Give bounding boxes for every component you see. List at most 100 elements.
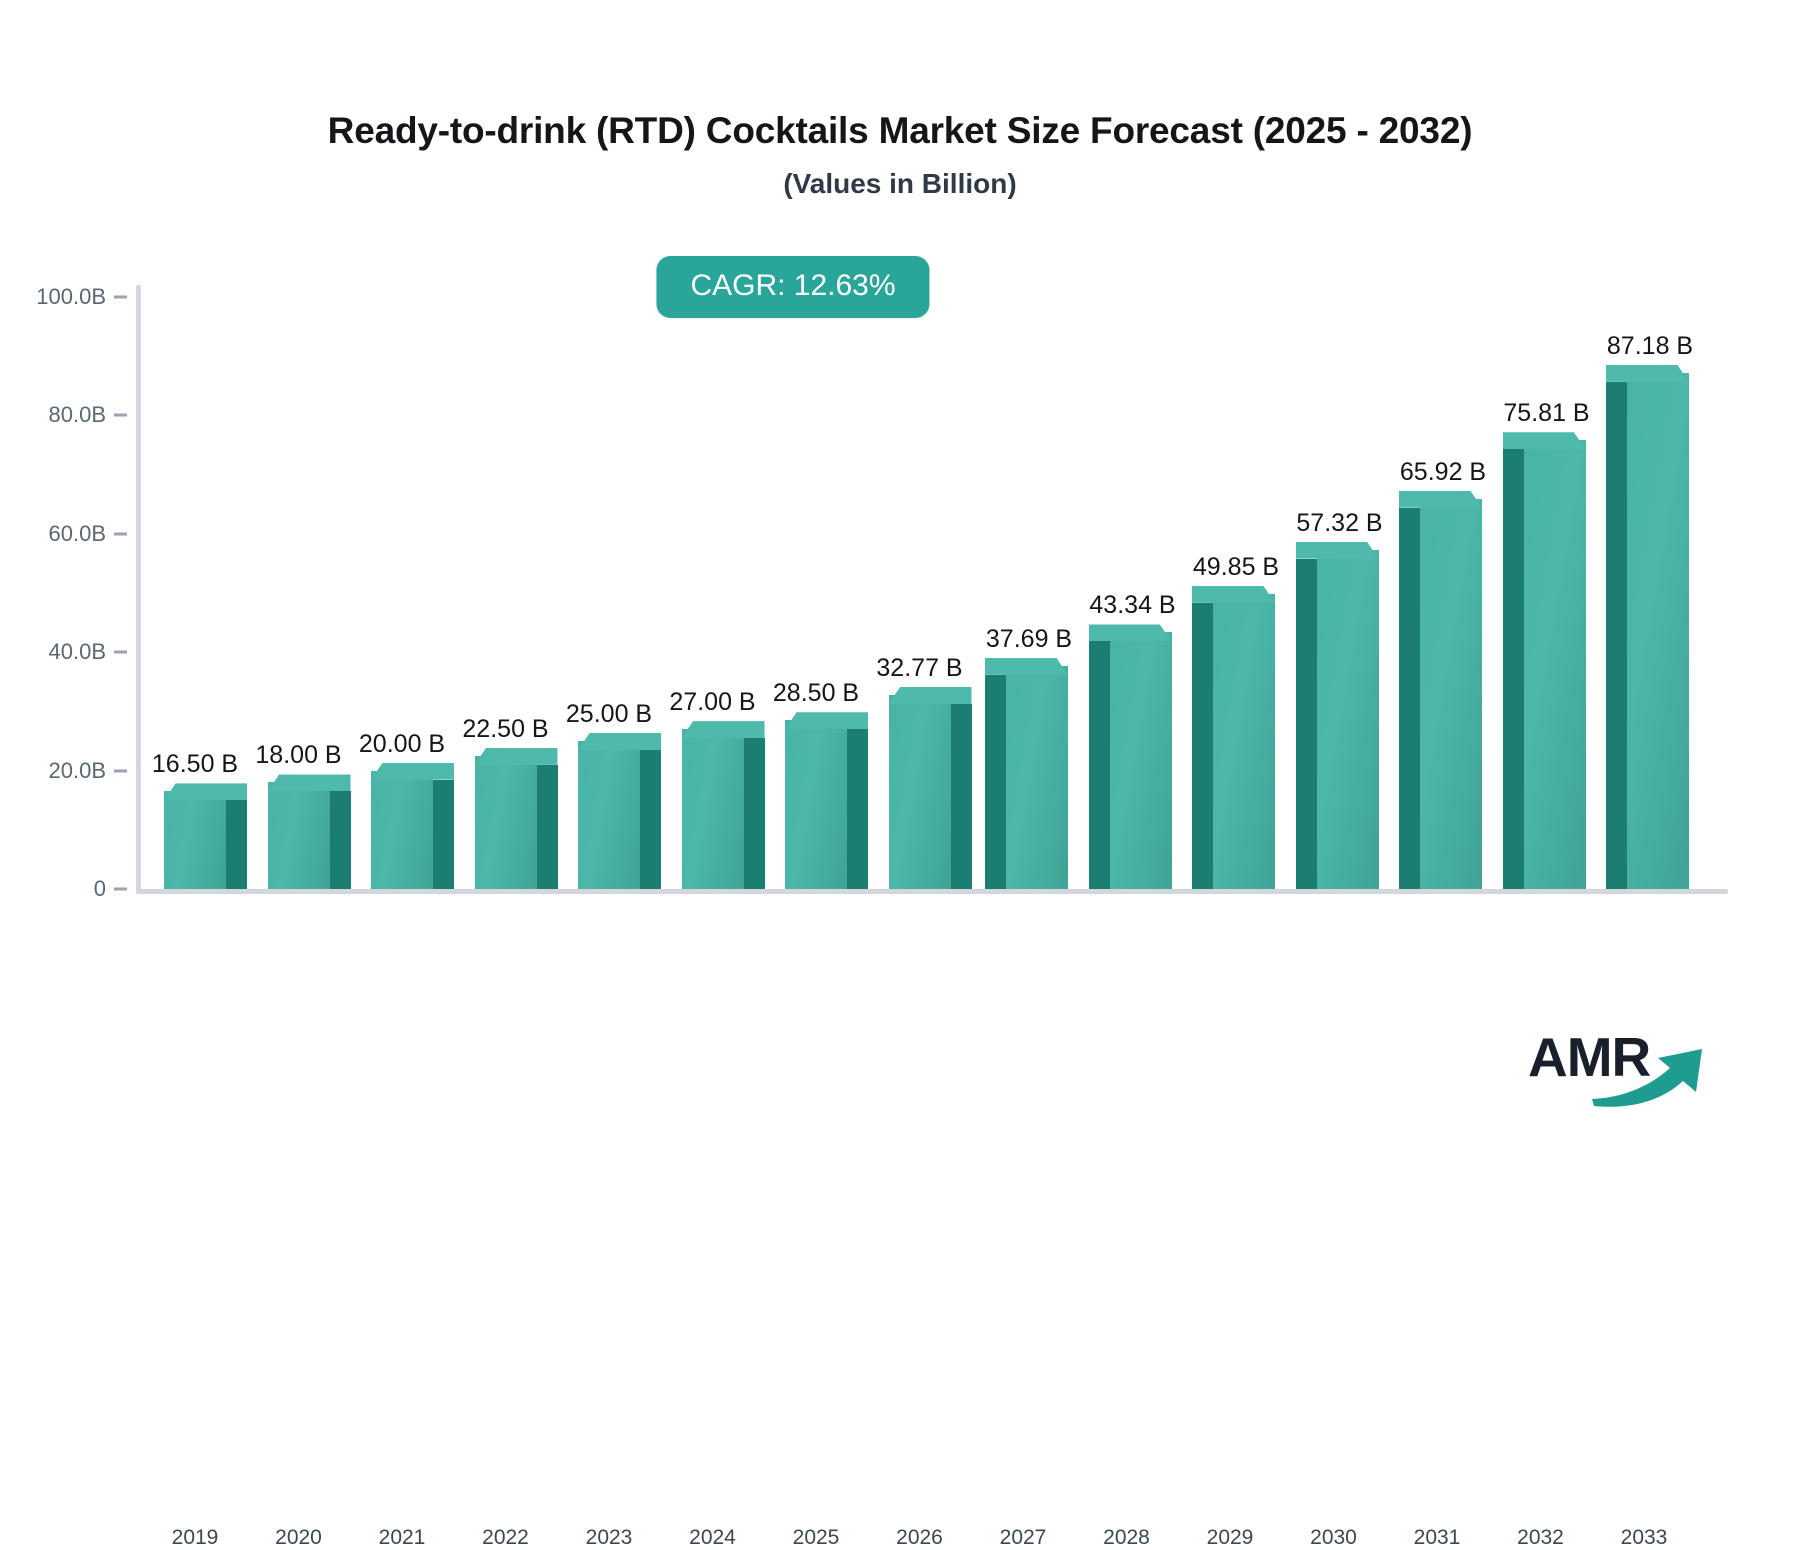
x-axis-category: 2025 — [785, 899, 847, 1549]
x-axis-category: 2026 — [889, 899, 951, 1549]
bar[interactable]: 32.77 B — [876, 654, 972, 889]
bar-top-face — [1295, 541, 1379, 559]
logo-text: AMR — [1528, 1026, 1651, 1088]
y-axis-tick-mark — [114, 650, 127, 654]
x-axis-category: 2032 — [1510, 899, 1572, 1549]
bar-side-face — [1606, 381, 1627, 889]
bar-front-face — [1420, 498, 1482, 889]
bar-top-face — [681, 721, 765, 739]
bar-side-face — [1399, 507, 1420, 889]
bar[interactable]: 27.00 B — [669, 688, 765, 889]
x-axis-tick-label: 2021 — [378, 1526, 426, 1549]
x-axis-category: 2027 — [992, 899, 1054, 1549]
bar[interactable]: 25.00 B — [566, 700, 661, 889]
bar[interactable]: 16.50 B — [152, 750, 247, 889]
x-axis-category: 2023 — [578, 899, 640, 1549]
bar[interactable]: 28.50 B — [773, 679, 868, 889]
bar[interactable]: 22.50 B — [462, 715, 558, 889]
bar-top-face — [1192, 585, 1275, 603]
page-title: Ready-to-drink (RTD) Cocktails Market Si… — [327, 110, 1473, 151]
y-axis-tick-label: 20.0B — [48, 757, 107, 783]
bar-side-face — [226, 800, 247, 889]
x-axis-tick-label: 2028 — [1103, 1526, 1150, 1549]
bar[interactable]: 43.34 B — [1088, 591, 1176, 889]
bar-top-face — [578, 733, 661, 750]
bar-value-label: 20.00 B — [358, 729, 446, 758]
y-axis-tick-mark — [114, 769, 127, 773]
bar-top-face — [888, 687, 972, 705]
x-axis-category: 2021 — [371, 899, 433, 1549]
x-axis-line — [136, 889, 1728, 894]
y-axis-line — [136, 285, 141, 893]
bar-value-label: 37.69 B — [985, 624, 1073, 653]
x-axis-tick-label: 2020 — [275, 1526, 322, 1549]
bar-side-face — [1088, 641, 1110, 889]
bar-top-face — [785, 712, 868, 730]
bar-value-label: 57.32 B — [1296, 508, 1383, 537]
x-axis-category: 2029 — [1199, 899, 1261, 1549]
bar-side-face — [847, 729, 868, 889]
x-axis-tick-label: 2019 — [171, 1526, 219, 1549]
bar-value-label: 43.34 B — [1089, 591, 1176, 620]
bar[interactable]: 49.85 B — [1192, 553, 1279, 889]
bar[interactable]: 65.92 B — [1399, 458, 1486, 889]
bar-front-face — [1523, 440, 1586, 889]
x-axis-tick-label: 2026 — [896, 1526, 943, 1549]
bar[interactable]: 57.32 B — [1295, 509, 1383, 889]
bar-front-face — [785, 720, 847, 889]
bar-front-face — [681, 729, 744, 889]
x-axis-category: 2024 — [682, 899, 744, 1549]
bar-top-face — [1606, 364, 1689, 382]
bar-front-face — [578, 741, 640, 889]
bar-front-face — [371, 770, 433, 889]
x-axis-category: 2030 — [1303, 899, 1365, 1549]
y-axis-tick-label: 80.0B — [48, 402, 107, 428]
plot-area: 0 20.0B 40.0B 60.0B 80.0B 100.0B 16.50 B 2019 1… — [36, 284, 1736, 1549]
bar-side-face — [1295, 558, 1317, 889]
bar-side-face — [1502, 449, 1524, 889]
bar[interactable]: 37.69 B — [985, 625, 1072, 889]
bar-side-face — [640, 750, 661, 889]
bar-side-face — [1192, 602, 1213, 889]
x-axis-tick-label: 2030 — [1310, 1526, 1357, 1549]
bar-value-label: 25.00 B — [565, 700, 653, 728]
bar-front-face — [1006, 665, 1068, 889]
x-axis-tick-label: 2032 — [1517, 1526, 1564, 1549]
bar-value-label: 16.50 B — [151, 750, 239, 779]
bar-top-face — [371, 762, 454, 780]
x-axis-category: 2033 — [1613, 899, 1675, 1549]
bar-value-label: 65.92 B — [1399, 457, 1487, 486]
bar-side-face — [950, 704, 972, 889]
bar-top-face — [1088, 624, 1172, 642]
bar-top-face — [1502, 432, 1586, 450]
bar[interactable]: 87.18 B — [1606, 332, 1693, 889]
x-axis-tick-label: 2029 — [1206, 1526, 1254, 1549]
x-axis-tick-label: 2024 — [689, 1526, 736, 1549]
bar-value-label: 75.81 B — [1503, 399, 1590, 428]
bar[interactable]: 18.00 B — [255, 741, 351, 889]
bar-top-face — [164, 783, 247, 801]
bar-side-face — [985, 674, 1006, 889]
growth-arrow-icon — [1592, 1049, 1702, 1107]
chart-canvas: Ready-to-drink (RTD) Cocktails Market Si… — [36, 110, 1736, 1549]
y-axis-tick-label: 0 — [93, 876, 106, 901]
y-axis-tick-mark — [114, 413, 127, 417]
bar-front-face — [888, 695, 951, 889]
x-axis-category: 2020 — [268, 899, 330, 1549]
x-axis-tick-label: 2031 — [1413, 1526, 1461, 1549]
bar-top-face — [1399, 490, 1482, 508]
bar-series: 16.50 B 2019 18.00 B 2020 20.00 B 2021 22.50 B… — [136, 285, 1736, 1549]
bar-front-face — [1213, 593, 1275, 889]
page-subtitle: (Values in Billion) — [783, 168, 1017, 199]
bar-top-face — [267, 774, 351, 792]
bar-top-face — [474, 747, 558, 765]
bar-side-face — [743, 738, 765, 889]
bar[interactable]: 75.81 B — [1502, 399, 1590, 889]
bar-value-label: 22.50 B — [462, 714, 549, 743]
bar-value-label: 27.00 B — [669, 688, 756, 717]
y-axis-tick-mark — [114, 887, 127, 891]
y-axis-tick-label: 40.0B — [48, 639, 107, 665]
bar[interactable]: 20.00 B — [359, 730, 454, 889]
bar-front-face — [164, 791, 226, 889]
bar-value-label: 28.50 B — [772, 679, 860, 708]
